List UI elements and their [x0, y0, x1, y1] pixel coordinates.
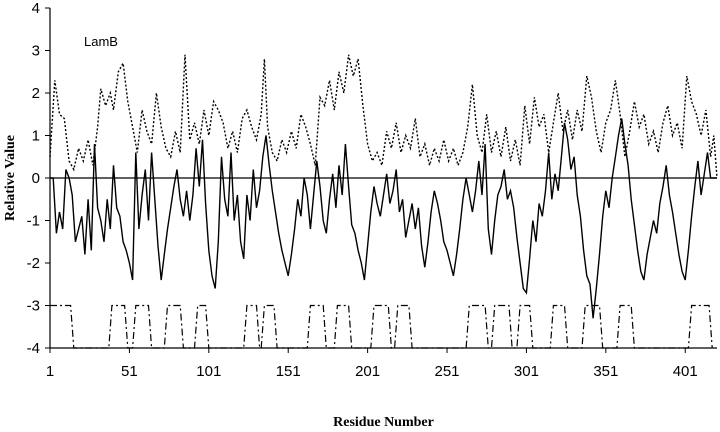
x-tick-label: 401 [673, 363, 698, 380]
x-axis-title: Residue Number [333, 415, 434, 430]
x-tick-label: 1 [46, 363, 54, 380]
y-tick-label: -4 [27, 340, 40, 357]
y-tick-label: -2 [27, 255, 40, 272]
chart-annotation: LamB [84, 34, 118, 49]
y-axis-title: Relative Value [3, 135, 18, 221]
x-tick-label: 351 [593, 363, 618, 380]
series-line-solid [50, 118, 717, 319]
y-tick-label: 1 [32, 128, 40, 145]
y-tick-label: 0 [32, 170, 40, 187]
y-tick-label: -3 [27, 298, 40, 315]
y-tick-label: 3 [32, 43, 40, 60]
x-tick-label: 201 [355, 363, 380, 380]
x-tick-label: 251 [435, 363, 460, 380]
y-tick-label: 2 [32, 85, 40, 102]
y-tick-label: -1 [27, 213, 40, 230]
x-tick-label: 51 [121, 363, 138, 380]
series-line-dash-dot [50, 304, 713, 349]
x-tick-label: 301 [514, 363, 539, 380]
series-line-dotted [49, 54, 718, 179]
x-tick-label: 151 [276, 363, 301, 380]
series-layer [49, 54, 718, 349]
y-tick-label: 4 [32, 0, 40, 17]
x-tick-label: 101 [196, 363, 221, 380]
